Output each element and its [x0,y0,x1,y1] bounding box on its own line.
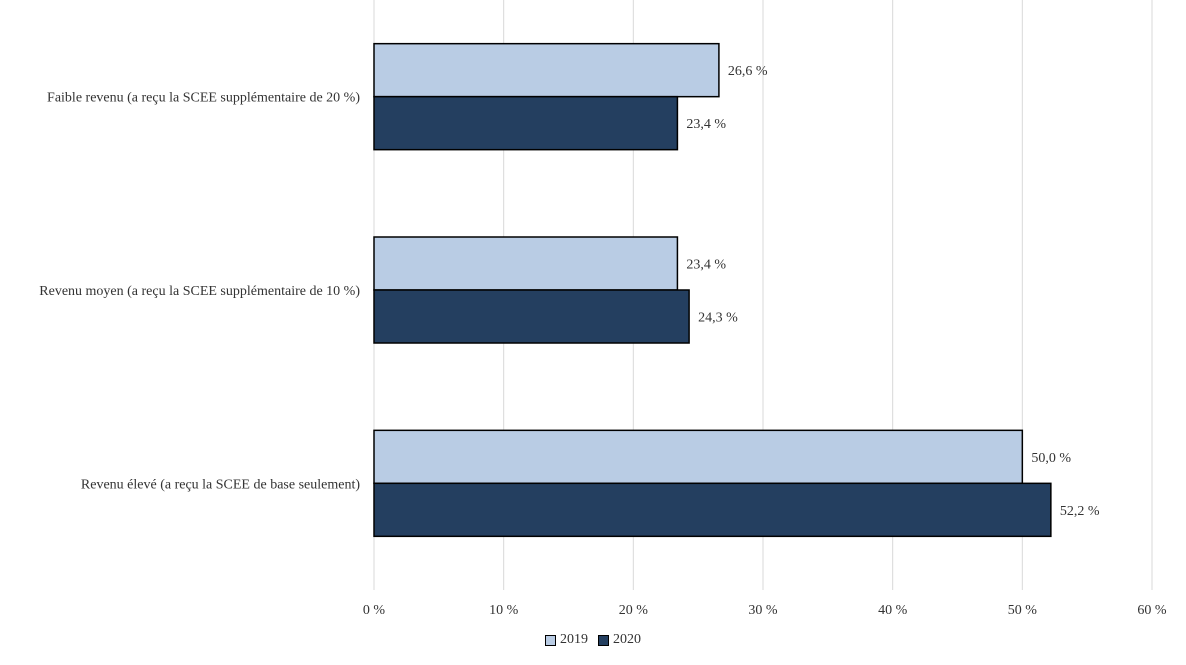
bar-2019 [373,429,1024,485]
x-tick-label: 0 % [363,603,386,618]
x-tick-label: 60 % [1137,603,1167,618]
legend-swatch-2020 [598,634,609,646]
category-label: Faible revenu (a reçu la SCEE supplément… [47,91,360,106]
legend-label-2019: 2019 [560,632,588,647]
data-label: 52,2 % [1060,504,1100,519]
legend: 2019 2020 [0,632,1186,648]
data-label: 23,4 % [686,258,726,273]
legend-label-2020: 2020 [613,632,641,647]
bar-2020 [373,95,679,151]
category-label: Revenu moyen (a reçu la SCEE supplémenta… [39,284,360,299]
category-label: Revenu élevé (a reçu la SCEE de base seu… [81,477,360,492]
legend-swatch-2019 [545,634,556,646]
x-tick-label: 50 % [1008,603,1038,618]
x-tick-label: 20 % [619,603,649,618]
bar-2019 [373,236,679,291]
bar-2019 [373,42,720,98]
legend-item-2019: 2019 [545,632,588,648]
x-tick-label: 10 % [489,603,519,618]
data-label: 50,0 % [1031,451,1071,466]
legend-item-2020: 2020 [598,632,641,648]
bar-2020 [373,482,1052,538]
x-tick-label: 40 % [878,603,908,618]
bar-2020 [373,289,690,344]
data-label: 24,3 % [698,311,738,326]
x-tick-label: 30 % [748,603,778,618]
data-label: 23,4 % [686,117,726,132]
data-label: 26,6 % [728,64,768,79]
